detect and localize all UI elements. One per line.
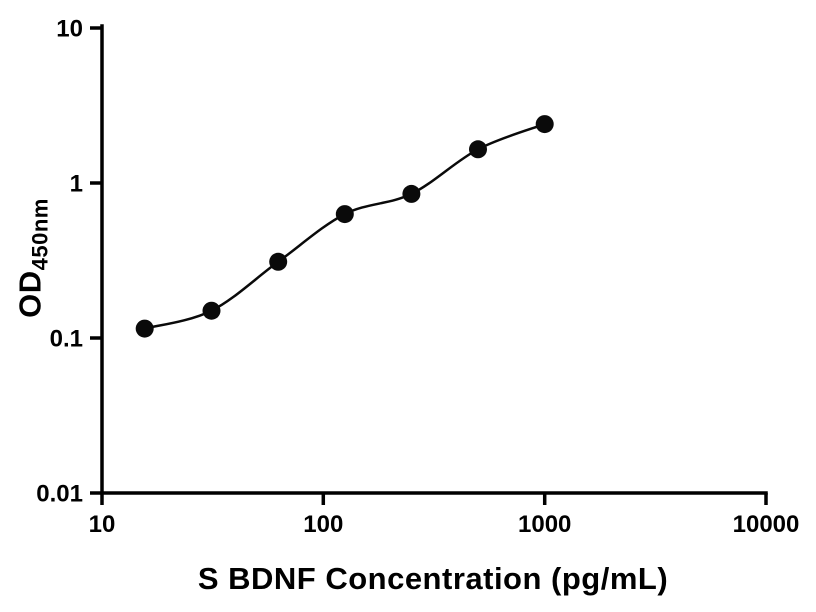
x-tick-label: 100 (303, 511, 343, 538)
x-axis-title: S BDNF Concentration (pg/mL) (197, 561, 669, 596)
y-tick-label: 0.01 (36, 481, 83, 508)
data-point (402, 184, 421, 203)
y-tick-label: 10 (56, 16, 83, 43)
x-tick-label: 10 (89, 511, 116, 538)
axes-frame (100, 24, 768, 495)
data-point (269, 252, 288, 271)
y-axis-title-main: OD (12, 270, 48, 318)
x-tick-label: 10000 (733, 511, 800, 538)
y-axis-title: OD450nm (12, 198, 53, 318)
data-point (469, 140, 487, 159)
y-tick-label: 0.1 (50, 326, 83, 353)
data-point (535, 115, 554, 134)
data-point (135, 319, 154, 338)
data-point (335, 205, 354, 224)
x-tick-label: 1000 (518, 511, 571, 538)
y-axis-title-subscript: 450nm (27, 198, 53, 271)
data-point (202, 301, 221, 320)
y-tick-label: 1 (70, 171, 83, 198)
